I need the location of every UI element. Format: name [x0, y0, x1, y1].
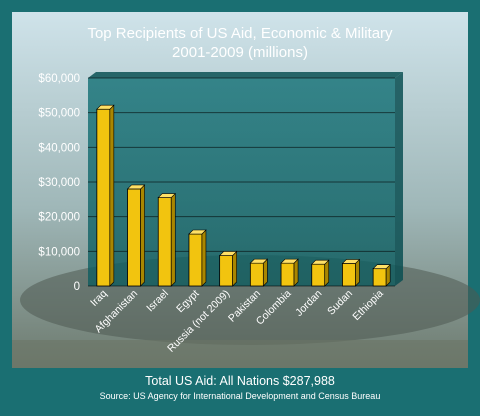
bar-4 [219, 255, 234, 287]
bar-6 [280, 262, 295, 287]
bar-9 [372, 268, 387, 287]
bar-side-0 [109, 104, 115, 287]
bar-7 [311, 263, 326, 287]
y-tick-label: $40,000 [38, 142, 80, 154]
footer-source: Source: US Agency for International Deve… [100, 391, 381, 401]
y-tick-label: $20,000 [38, 212, 80, 224]
bar-top-2 [157, 193, 176, 198]
background-ground [12, 340, 468, 368]
bar-0 [96, 108, 111, 287]
bar-side-8 [355, 258, 360, 287]
bar-top-9 [372, 264, 391, 269]
bar-top-5 [249, 258, 269, 264]
bar-side-3 [201, 229, 207, 287]
bar-side-5 [263, 258, 268, 287]
bar-2 [157, 197, 172, 287]
bar-1 [127, 188, 141, 287]
bar-top-1 [126, 184, 146, 190]
bar-top-8 [341, 259, 361, 264]
chart-subtitle: 2001-2009 (millions) [172, 44, 308, 61]
bar-3 [188, 233, 203, 287]
bar-side-6 [293, 258, 299, 287]
y-tick-label: $10,000 [38, 246, 80, 258]
bar-top-7 [311, 259, 330, 265]
bar-5 [249, 262, 264, 287]
footer-total: Total US Aid: All Nations $287,988 [145, 374, 335, 388]
y-tick-label: 0 [74, 281, 80, 293]
bar-top-0 [96, 104, 115, 110]
bar-top-6 [280, 258, 299, 264]
y-tick-label: $60,000 [38, 73, 80, 85]
bar-side-2 [170, 192, 176, 287]
bar-8 [342, 263, 356, 287]
bar-side-7 [324, 259, 330, 287]
bar-side-1 [140, 184, 145, 287]
y-tick-label: $50,000 [38, 108, 80, 120]
bar-top-3 [188, 229, 207, 235]
bar-side-4 [232, 250, 237, 287]
y-tick-label: $30,000 [38, 177, 80, 189]
bar-top-4 [218, 251, 238, 256]
plot-top-edge [88, 72, 403, 78]
plot-right-edge [395, 72, 403, 286]
chart-title: Top Recipients of US Aid, Economic & Mil… [87, 25, 393, 42]
